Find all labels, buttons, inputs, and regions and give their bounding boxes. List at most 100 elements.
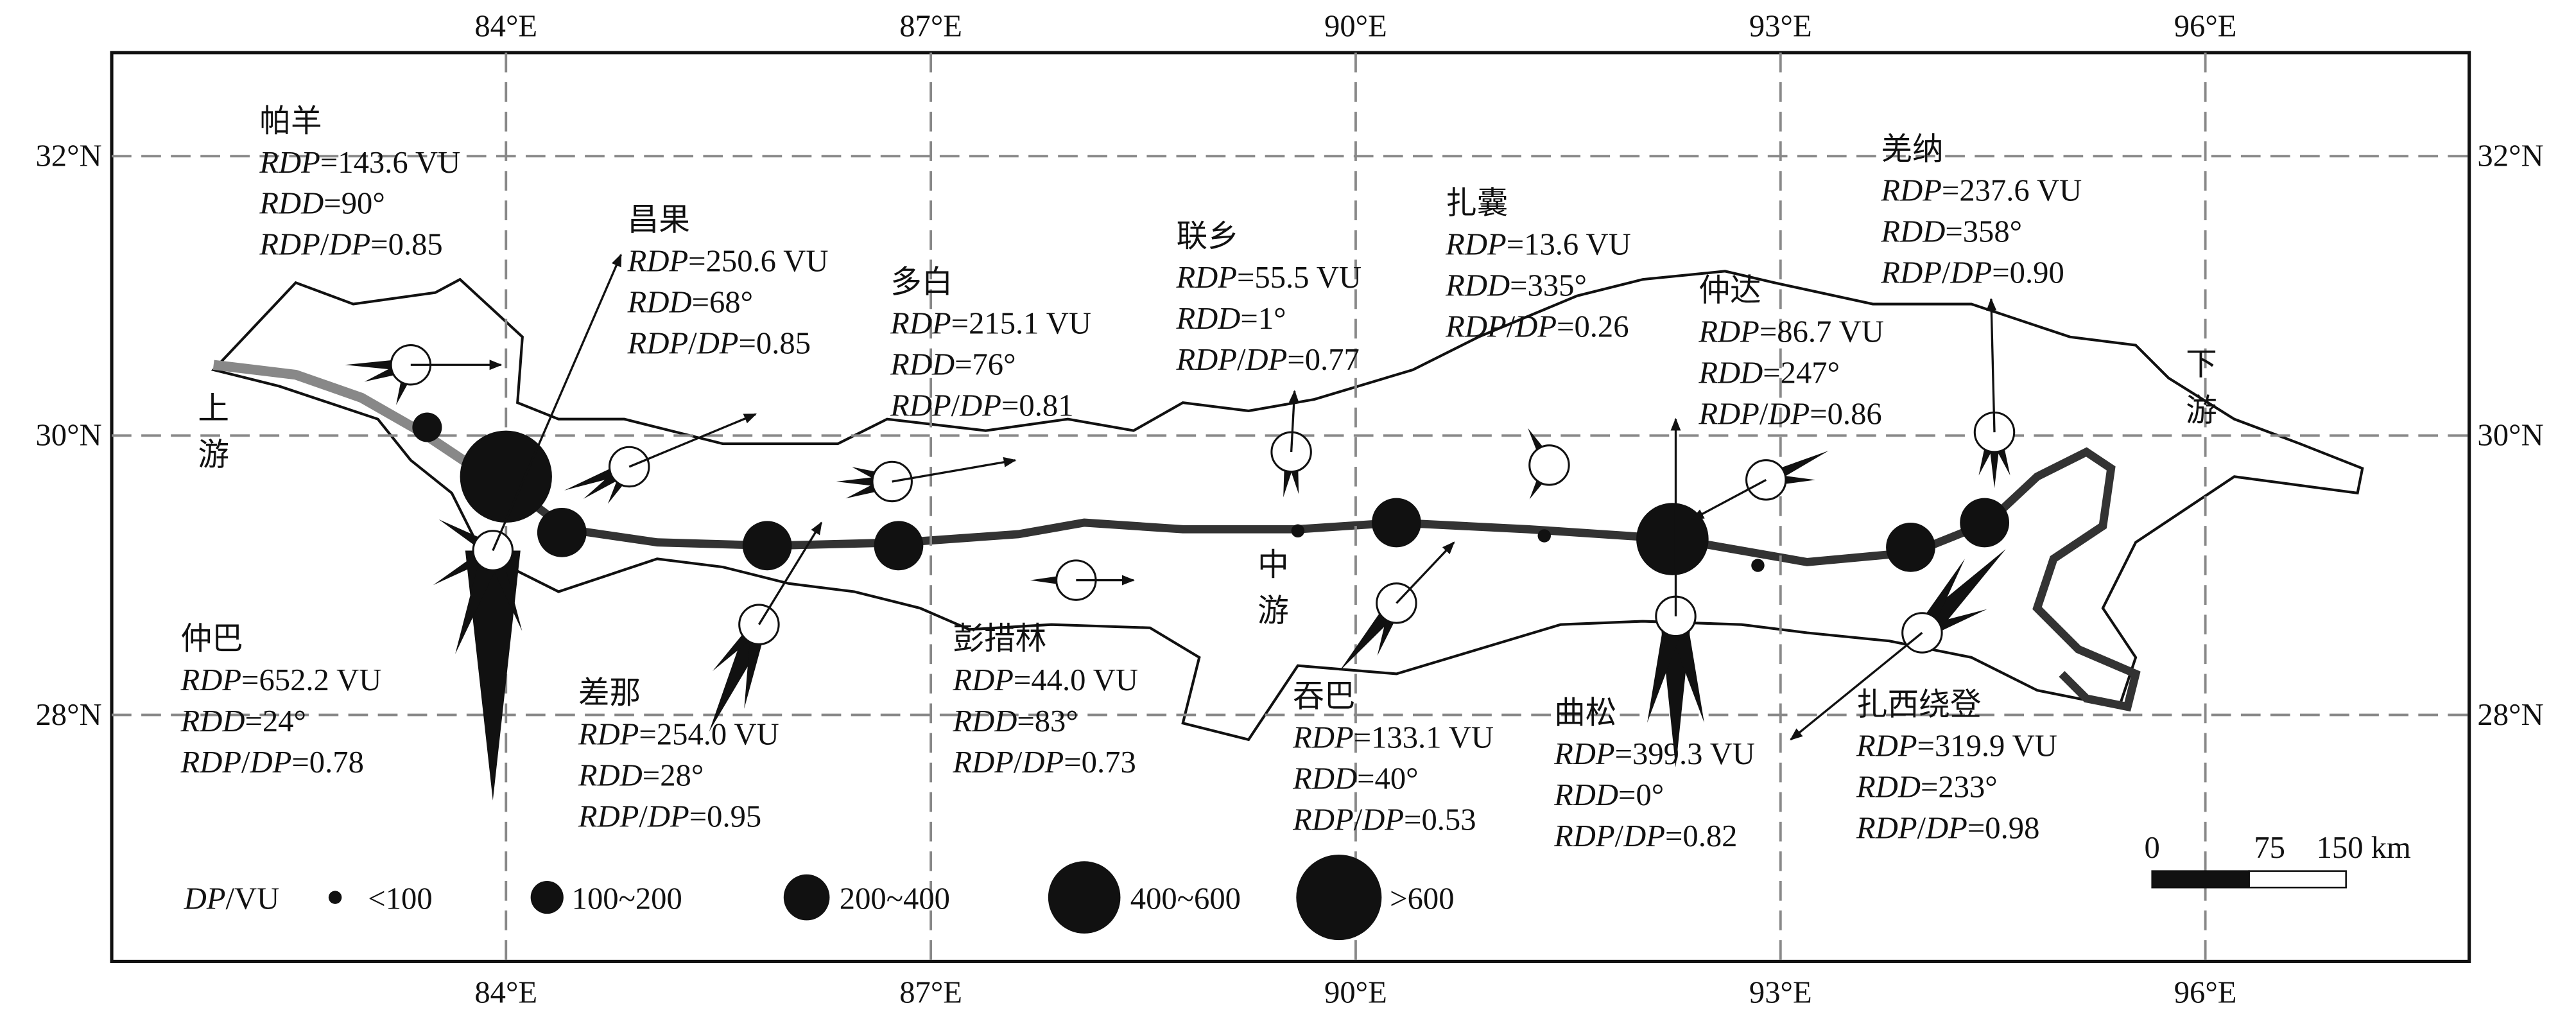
station-rdp: RDP=55.5 VU <box>1175 260 1361 295</box>
station-name: 扎西绕登 <box>1856 686 1981 722</box>
dp-dot <box>537 507 587 557</box>
map-frame <box>110 51 2471 963</box>
lon-label: 87°E <box>899 975 962 1009</box>
station-ratio: RDP/DP=0.85 <box>627 326 811 360</box>
scale-label: 75 <box>2254 830 2285 865</box>
station-rdp: RDP=652.2 VU <box>180 663 382 697</box>
dp-dot <box>1291 524 1305 538</box>
station-rdd: RDD=0° <box>1553 778 1664 812</box>
dp-dot <box>742 521 792 571</box>
legend-symbol <box>328 891 342 904</box>
station-rdp: RDP=215.1 VU <box>890 306 1091 341</box>
lon-label: 90°E <box>1324 8 1387 43</box>
station-name: 曲松 <box>1554 695 1616 731</box>
station-rdd: RDD=76° <box>890 347 1016 382</box>
lat-label: 30°N <box>2477 418 2543 453</box>
station: 多白 RDP=215.1 VU RDD=76° RDP/DP=0.81 <box>836 265 1091 503</box>
basin-boundary <box>211 270 2364 742</box>
dp-dot <box>412 412 442 442</box>
station-name: 联乡 <box>1176 218 1238 254</box>
station-rdp: RDP=319.9 VU <box>1856 728 2057 763</box>
station-ratio: RDP/DP=0.53 <box>1292 803 1476 837</box>
station-rdp: RDP=86.7 VU <box>1698 314 1884 349</box>
legend-label: 400~600 <box>1130 881 1241 916</box>
rdp-arrow <box>757 521 823 625</box>
legend-label: >600 <box>1390 881 1454 916</box>
station-rdd: RDD=40° <box>1292 762 1418 796</box>
station-rdd: RDD=247° <box>1698 355 1840 390</box>
legend-symbol <box>1296 855 1382 941</box>
legend-symbol <box>530 880 564 914</box>
lon-label: 96°E <box>2174 8 2237 43</box>
station-rdd: RDD=83° <box>952 704 1078 738</box>
scale-label: 150 km <box>2317 830 2411 865</box>
rdp-arrow <box>1396 541 1455 604</box>
legend-label: <100 <box>368 881 432 916</box>
station: 帕羊 RDP=143.6 VU RDD=90° RDP/DP=0.85 <box>259 103 503 405</box>
station-rdd: RDD=335° <box>1445 268 1587 303</box>
dp-dot <box>1636 503 1709 575</box>
scale-label: 0 <box>2145 830 2160 865</box>
scale-bar <box>2248 870 2347 889</box>
station-ratio: RDP/DP=0.26 <box>1445 309 1629 344</box>
rose-petal <box>455 546 503 654</box>
lat-label: 28°N <box>2477 697 2543 732</box>
dp-dot <box>1372 498 1421 548</box>
station-rdd: RDD=68° <box>627 284 753 319</box>
station-rdd: RDD=24° <box>180 704 306 738</box>
rdp-arrow <box>1691 478 1767 521</box>
station: 吞巴 RDP=133.1 VU RDD=40° RDP/DP=0.53 <box>1292 541 1494 837</box>
station-rdp: RDP=133.1 VU <box>1292 720 1494 755</box>
station-rdd: RDD=28° <box>578 758 704 793</box>
station-name: 仲达 <box>1699 272 1761 308</box>
legend-symbol <box>1048 861 1121 934</box>
station-name: 扎囊 <box>1446 186 1508 222</box>
station-name: 仲巴 <box>181 621 243 657</box>
station-rdd: RDD=233° <box>1856 769 1998 804</box>
lon-label: 84°E <box>474 8 537 43</box>
station-ratio: RDP/DP=0.86 <box>1698 396 1881 431</box>
station-name: 差那 <box>578 675 641 711</box>
lon-label: 84°E <box>474 975 537 1009</box>
lon-label: 96°E <box>2174 975 2237 1009</box>
lat-label: 28°N <box>35 697 101 732</box>
lon-label: 90°E <box>1324 975 1387 1009</box>
region-label: 中 <box>1258 547 1289 583</box>
station-ratio: RDP/DP=0.81 <box>890 388 1073 423</box>
rdp-arrow <box>1790 632 1923 741</box>
station-rdd: RDD=1° <box>1175 301 1286 336</box>
region-label: 游 <box>198 437 229 473</box>
station-ratio: RDP/DP=0.77 <box>1175 342 1359 377</box>
station: 扎西绕登 RDP=319.9 VU RDD=233° RDP/DP=0.98 <box>1790 549 2057 845</box>
station-ratio: RDP/DP=0.90 <box>1880 255 2064 290</box>
station-marker <box>738 604 780 645</box>
station-rdp: RDP=13.6 VU <box>1445 227 1631 262</box>
station-ratio: RDP/DP=0.98 <box>1856 810 2039 845</box>
legend-label: 200~400 <box>840 881 950 916</box>
rdp-arrow <box>892 457 1017 483</box>
station-marker <box>1528 444 1570 486</box>
dp-dot <box>460 430 552 523</box>
station: 扎囊 RDP=13.6 VU RDD=335° RDP/DP=0.26 <box>1445 186 1631 500</box>
dp-dot <box>1751 559 1765 572</box>
scale-bar <box>2151 870 2250 889</box>
dp-dot <box>1886 522 1935 572</box>
lat-label: 30°N <box>35 418 101 453</box>
station-ratio: RDP/DP=0.78 <box>180 745 364 779</box>
station: 昌果 RDP=250.6 VU RDD=68° RDP/DP=0.85 <box>564 202 829 504</box>
station-name: 帕羊 <box>259 103 322 139</box>
station-rdp: RDP=44.0 VU <box>952 663 1138 697</box>
dp-dot <box>1537 529 1551 543</box>
rose-petal <box>1647 613 1686 723</box>
legend-label: 100~200 <box>572 881 682 916</box>
rdp-arrow <box>628 413 757 468</box>
station-name: 羌纳 <box>1881 131 1943 167</box>
station-rdp: RDP=250.6 VU <box>627 243 829 278</box>
station-rdp: RDP=237.6 VU <box>1880 173 2082 207</box>
station-name: 多白 <box>890 265 953 300</box>
station: 联乡 RDP=55.5 VU RDD=1° RDP/DP=0.77 <box>1175 218 1361 498</box>
station: 仲达 RDP=86.7 VU RDD=247° RDP/DP=0.86 <box>1691 272 1884 521</box>
station-ratio: RDP/DP=0.95 <box>578 799 761 834</box>
station: 羌纳 RDP=237.6 VU RDD=358° RDP/DP=0.90 <box>1880 131 2082 489</box>
lon-label: 87°E <box>899 8 962 43</box>
